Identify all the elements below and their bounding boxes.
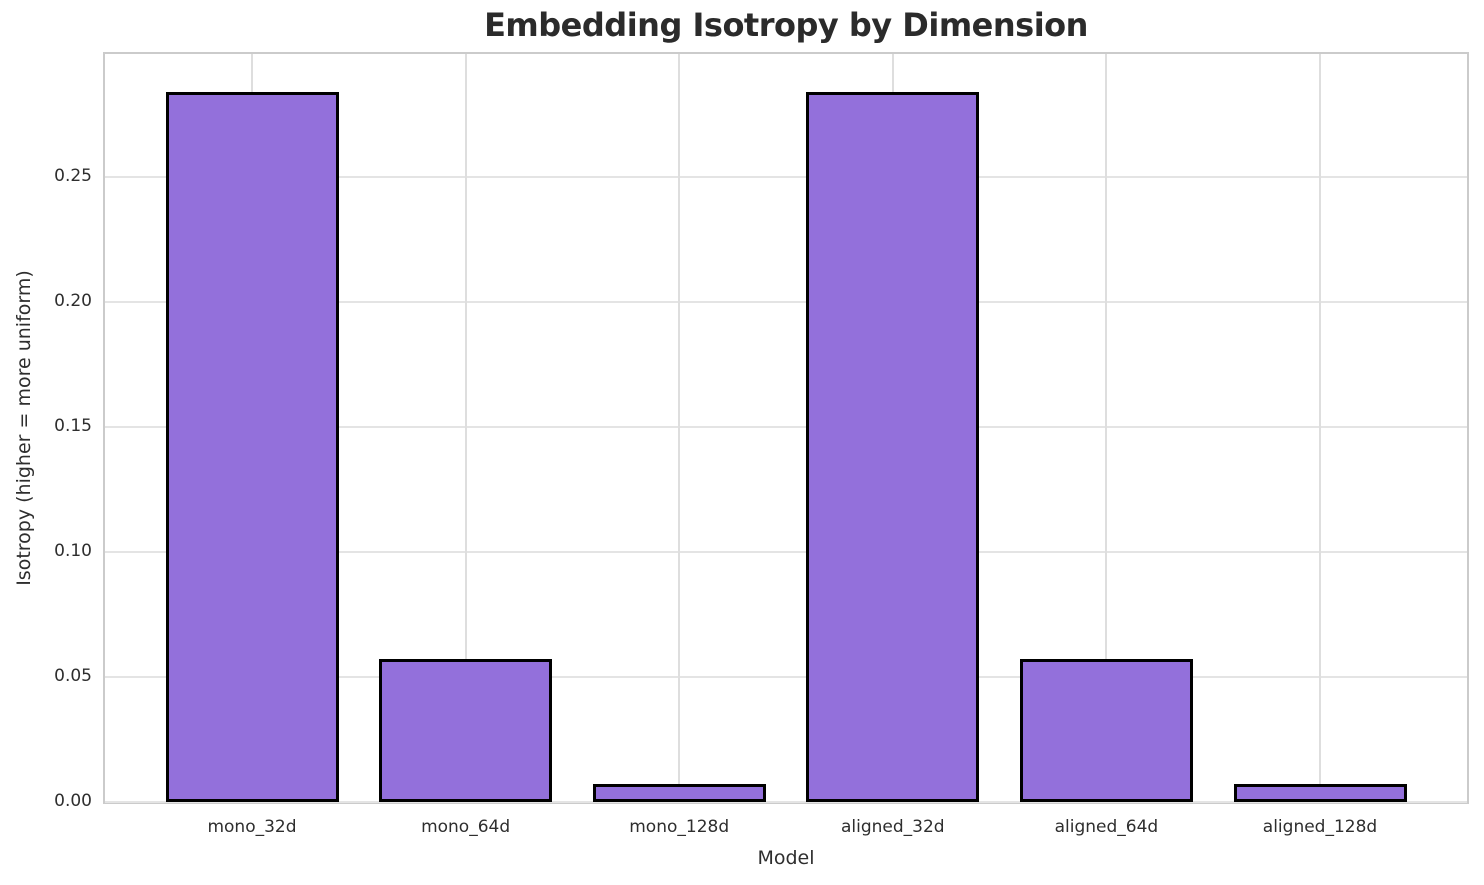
bar-aligned_32d — [806, 92, 980, 802]
bar-aligned_64d — [1019, 659, 1193, 802]
y-axis-label: Isotropy (higher = more uniform) — [13, 270, 35, 586]
gridline-horizontal — [105, 175, 1467, 178]
x-tick-label: aligned_64d — [1054, 817, 1159, 837]
gridline-horizontal — [105, 801, 1467, 803]
y-tick-label: 0.10 — [54, 540, 92, 561]
bar-mono_64d — [379, 659, 553, 802]
x-tick-label: aligned_128d — [1262, 817, 1378, 837]
gridline-vertical — [1319, 54, 1321, 802]
x-tick-label: aligned_32d — [840, 817, 945, 837]
y-tick-label: 0.05 — [54, 665, 92, 686]
gridline-horizontal — [105, 550, 1467, 553]
x-tick-label: mono_128d — [629, 817, 730, 837]
bar-mono_128d — [592, 784, 766, 802]
plot-area — [103, 52, 1469, 804]
gridline-horizontal — [105, 675, 1467, 678]
y-tick-label: 0.25 — [54, 165, 92, 186]
gridline-vertical — [1105, 54, 1108, 802]
gridline-vertical — [678, 54, 681, 802]
x-tick-label: mono_64d — [421, 817, 511, 837]
bar-aligned_128d — [1233, 784, 1407, 802]
bar-mono_32d — [165, 92, 339, 802]
x-tick-label: mono_32d — [207, 817, 297, 837]
y-tick-label: 0.20 — [54, 290, 92, 311]
gridline-horizontal — [105, 300, 1467, 303]
x-axis-label: Model — [757, 847, 815, 869]
y-tick-label: 0.00 — [54, 791, 92, 811]
gridline-vertical — [464, 54, 467, 802]
y-tick-label: 0.15 — [54, 415, 92, 436]
gridline-horizontal — [105, 425, 1467, 428]
chart-title: Embedding Isotropy by Dimension — [484, 6, 1088, 44]
